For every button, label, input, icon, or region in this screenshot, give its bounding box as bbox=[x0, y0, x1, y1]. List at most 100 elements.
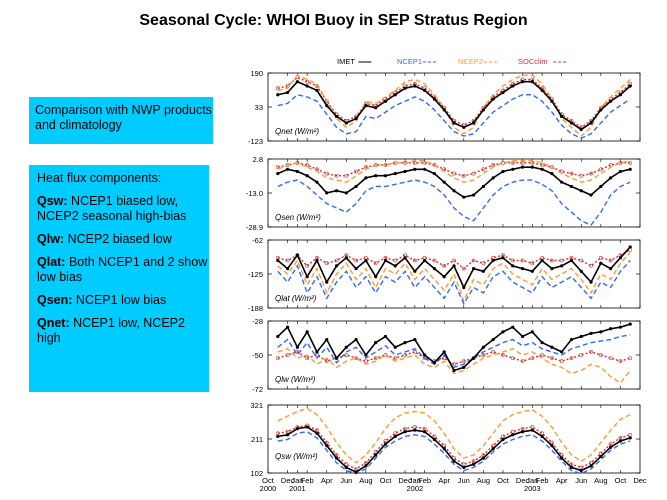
data-point-socclim-qlat bbox=[334, 258, 339, 263]
data-point-socclim-qlw bbox=[540, 353, 545, 357]
summary-label: Qlw: bbox=[37, 232, 65, 246]
data-point-imet-qlat bbox=[471, 267, 476, 271]
data-point-imet-qnet bbox=[589, 121, 593, 125]
data-point-imet-qlw bbox=[276, 334, 280, 339]
data-point-socclim-qlat bbox=[305, 264, 310, 268]
data-point-socclim-qsw bbox=[383, 439, 388, 443]
data-point-imet-qnet bbox=[540, 88, 544, 92]
panel-frame-qlw bbox=[267, 320, 641, 390]
x-tick-label: Oct bbox=[380, 476, 393, 485]
data-point-imet-qnet bbox=[305, 84, 309, 88]
data-point-imet-qsw bbox=[618, 439, 623, 443]
panel-frame-qsen bbox=[267, 158, 641, 228]
data-point-socclim-qlw bbox=[589, 350, 593, 354]
data-point-imet-qsen bbox=[442, 180, 446, 184]
x-tick-label: Apr bbox=[321, 476, 333, 485]
x-tick-label: Feb bbox=[418, 476, 431, 485]
data-point-imet-qsen bbox=[364, 176, 368, 180]
x-tick-label: Jun bbox=[340, 476, 352, 485]
data-point-imet-qlw bbox=[579, 334, 583, 339]
data-point-socclim-qlat bbox=[373, 261, 378, 266]
data-point-imet-qsw bbox=[599, 454, 603, 459]
data-point-imet-qlat bbox=[628, 245, 632, 249]
data-point-imet-qnet bbox=[334, 114, 339, 119]
data-point-imet-qsen bbox=[560, 180, 564, 184]
data-point-imet-qsen bbox=[413, 167, 417, 171]
data-point-imet-qlw bbox=[442, 350, 446, 354]
data-point-imet-qsw bbox=[364, 464, 368, 468]
data-point-imet-qlat bbox=[354, 267, 358, 271]
x-tick-label: Dec bbox=[398, 476, 412, 485]
data-point-imet-qnet bbox=[423, 88, 427, 92]
data-point-imet-qnet bbox=[432, 97, 437, 101]
data-point-socclim-qlat bbox=[285, 258, 290, 263]
data-point-imet-qnet bbox=[579, 127, 583, 132]
data-point-socclim-qlat bbox=[324, 261, 329, 266]
series-line-socclim-qsen bbox=[277, 162, 631, 177]
summary-text: NCEP1 low bias bbox=[72, 293, 167, 307]
x-tick-label: Jan bbox=[526, 476, 538, 485]
summary-label: Qlat: bbox=[37, 255, 66, 269]
data-point-imet-qlw bbox=[540, 341, 544, 345]
page-title: Seasonal Cycle: WHOI Buoy in SEP Stratus… bbox=[139, 12, 528, 29]
data-point-imet-qsen bbox=[471, 193, 476, 197]
data-point-socclim-qlat bbox=[412, 258, 417, 263]
data-point-imet-qsw bbox=[628, 436, 632, 440]
data-point-imet-qlw bbox=[589, 331, 593, 335]
data-point-imet-qlw bbox=[364, 353, 368, 357]
data-point-socclim-qsen bbox=[540, 163, 545, 167]
comparison-note-text: Comparison with NWP products and climato… bbox=[35, 103, 212, 132]
data-point-imet-qlat bbox=[462, 285, 466, 290]
y-tick-label-qsw: 211 bbox=[251, 435, 263, 444]
data-point-imet-qnet bbox=[550, 99, 554, 103]
data-point-socclim-qlw bbox=[363, 359, 368, 364]
data-point-imet-qsen bbox=[403, 169, 407, 174]
data-point-imet-qsen bbox=[374, 174, 378, 178]
data-point-imet-qlat bbox=[295, 253, 299, 257]
data-point-imet-qsen bbox=[569, 184, 574, 189]
data-point-socclim-qlw bbox=[628, 356, 633, 360]
data-point-socclim-qlw bbox=[373, 356, 378, 360]
data-point-imet-qlw bbox=[609, 327, 613, 331]
legend-label-socclim: SOCclim bbox=[518, 57, 548, 66]
x-tick-label: Apr bbox=[556, 476, 568, 485]
data-point-imet-qsen bbox=[344, 191, 348, 195]
data-point-socclim-qsw bbox=[628, 432, 633, 437]
data-point-socclim-qlw bbox=[461, 359, 466, 364]
data-point-imet-qlw bbox=[334, 356, 339, 360]
data-point-imet-qlat bbox=[520, 267, 525, 271]
data-point-imet-qsen bbox=[599, 184, 603, 189]
data-point-imet-qsen bbox=[540, 167, 544, 171]
data-point-socclim-qsen bbox=[569, 171, 574, 176]
data-point-imet-qsen bbox=[462, 195, 466, 199]
data-point-socclim-qlat bbox=[608, 258, 613, 263]
data-point-imet-qnet bbox=[354, 117, 358, 121]
data-point-imet-qsen bbox=[511, 167, 515, 171]
data-point-imet-qlat bbox=[452, 264, 456, 268]
data-point-imet-qlat bbox=[423, 258, 427, 263]
series-line-ncep2-qlat bbox=[277, 251, 631, 303]
data-point-imet-qsw bbox=[315, 431, 319, 435]
data-point-imet-qlat bbox=[501, 256, 505, 260]
x-tick-label: Jun bbox=[458, 476, 470, 485]
data-point-socclim-qlw bbox=[579, 353, 584, 357]
data-point-imet-qlw bbox=[285, 325, 290, 329]
summary-label: Qsen: bbox=[37, 293, 73, 307]
data-point-imet-qsw bbox=[560, 456, 564, 460]
y-tick-label-qlw: -50 bbox=[252, 351, 263, 360]
data-point-socclim-qsen bbox=[354, 169, 359, 174]
data-point-socclim-qsen bbox=[344, 173, 349, 178]
data-point-socclim-qlat bbox=[354, 258, 359, 263]
data-point-imet-qsen bbox=[325, 191, 329, 195]
data-point-socclim-qsen bbox=[452, 171, 456, 176]
x-tick-label: Jun bbox=[575, 476, 587, 485]
data-point-imet-qsw bbox=[334, 456, 339, 460]
data-point-imet-qlat bbox=[325, 280, 329, 284]
data-point-imet-qsw bbox=[589, 464, 593, 468]
data-point-imet-qnet bbox=[462, 125, 466, 129]
x-tick-label: Dec bbox=[633, 476, 647, 485]
data-point-imet-qlw bbox=[618, 325, 623, 329]
data-point-socclim-qlat bbox=[510, 258, 515, 263]
data-point-imet-qsen bbox=[520, 165, 525, 169]
data-point-imet-qnet bbox=[344, 121, 348, 125]
